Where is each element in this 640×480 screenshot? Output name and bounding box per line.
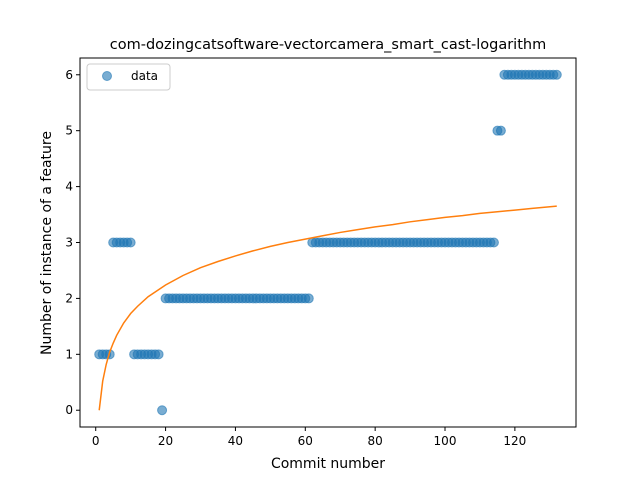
plot-area (94, 69, 562, 416)
y-tick-label: 5 (65, 124, 73, 138)
data-point (488, 237, 499, 248)
legend-box (86, 63, 171, 91)
data-point (303, 293, 314, 304)
y-tick-label: 4 (65, 180, 73, 194)
y-tick-label: 1 (65, 347, 73, 361)
y-tick-label: 2 (65, 291, 73, 305)
y-tick-label: 6 (65, 68, 73, 82)
x-tick-label: 0 (92, 434, 100, 448)
x-tick-label: 120 (503, 434, 526, 448)
x-tick-label: 20 (158, 434, 173, 448)
data-point (157, 405, 168, 416)
x-tick-label: 60 (298, 434, 313, 448)
axes: 0 20 40 60 80 100 120 0 1 2 3 4 5 6 (65, 68, 526, 448)
y-tick-label: 3 (65, 236, 73, 250)
fit-line (98, 205, 557, 411)
chart-title: com-dozingcatsoftware-vectorcamera_smart… (110, 37, 546, 53)
legend-label-data: data (131, 69, 158, 83)
data-point (551, 69, 562, 80)
data-point (495, 125, 506, 136)
data-point (125, 237, 136, 248)
series-data (94, 69, 562, 416)
y-tick-label: 0 (65, 403, 73, 417)
x-axis-label: Commit number (271, 456, 385, 472)
x-tick-label: 80 (368, 434, 383, 448)
data-point (153, 349, 164, 360)
y-axis-label: Number of instance of a feature (39, 131, 55, 355)
legend: data (86, 63, 171, 91)
x-tick-label: 40 (228, 434, 243, 448)
legend-marker-data (102, 71, 112, 81)
x-tick-label: 100 (434, 434, 457, 448)
